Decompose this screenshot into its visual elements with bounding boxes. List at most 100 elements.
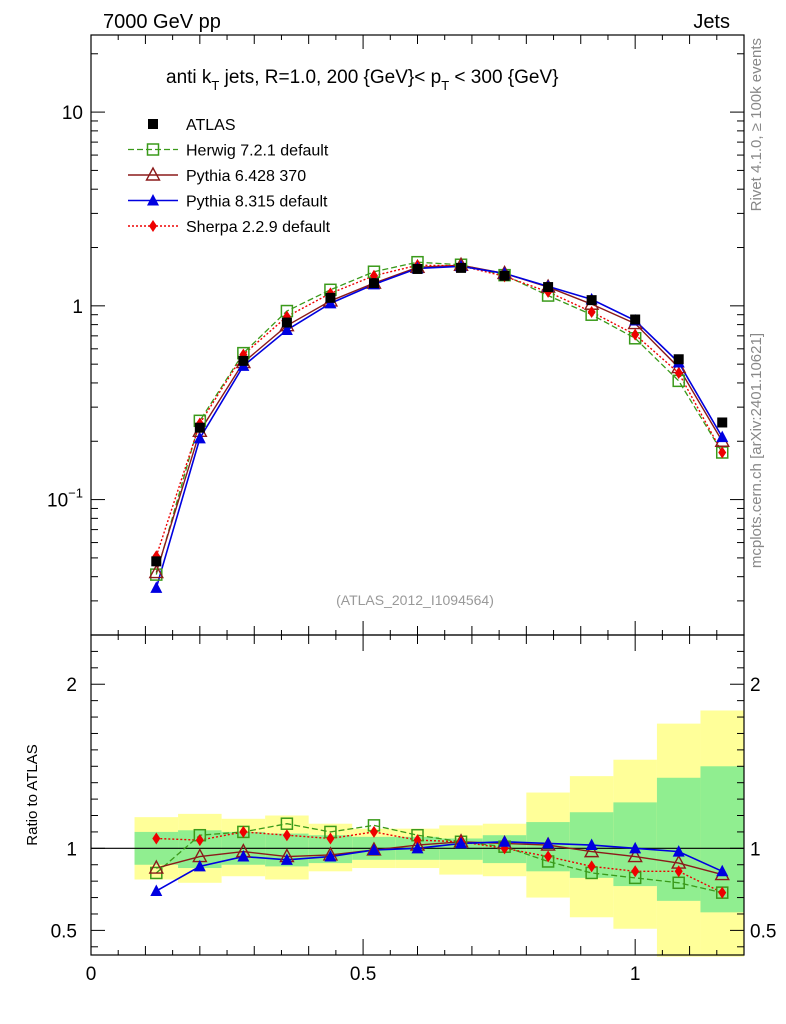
ratio-y-tick-label-right: 0.5 — [750, 921, 776, 942]
ratio-point-pythia8 — [280, 853, 293, 865]
main-point-data — [456, 262, 467, 273]
ratio-line-sherpa — [156, 831, 723, 894]
main-point-data — [673, 354, 684, 365]
legend-item-herwig: Herwig 7.2.1 default — [128, 143, 329, 160]
main-line-pythia8 — [155, 265, 723, 589]
ratio-point-sherpa — [587, 860, 596, 873]
legend-label-data: ATLAS — [186, 117, 236, 134]
ratio-point-sherpa — [152, 832, 161, 845]
ratio-x-tick-label: 0.5 — [350, 964, 376, 985]
main-point-data — [368, 278, 379, 289]
ratio-point-sherpa — [631, 865, 640, 878]
legend-label-pythia8: Pythia 8.315 default — [186, 194, 328, 211]
main-point-pythia8 — [280, 323, 293, 336]
ratio-point-pythia8 — [150, 884, 163, 896]
ratio-point-pythia8 — [411, 841, 424, 854]
legend-label-herwig: Herwig 7.2.1 default — [186, 143, 329, 160]
legend-label-sherpa: Sherpa 2.2.9 default — [186, 219, 331, 236]
ratio-ylabel: Ratio to ATLAS — [24, 744, 41, 845]
main-point-data — [238, 355, 249, 366]
ratio-x-tick-label: 1 — [630, 964, 641, 985]
ratio-line-pythia6 — [156, 841, 723, 876]
ratio-point-sherpa — [413, 834, 422, 847]
legend-marker-pythia6 — [145, 166, 161, 181]
mcplots-credit: mcplots.cern.ch [arXiv:2401.10621] — [748, 333, 765, 568]
ratio-series-group — [148, 817, 730, 899]
main-line-herwig — [155, 261, 723, 575]
main-point-sherpa — [631, 328, 640, 341]
legend-item-sherpa: Sherpa 2.2.9 default — [128, 219, 331, 236]
main-point-data — [543, 282, 554, 293]
main-point-pythia8 — [193, 431, 206, 444]
ratio-y-tick-label-right: 2 — [750, 675, 761, 696]
ratio-point-pythia6 — [627, 848, 643, 863]
ratio-point-pythia8 — [324, 850, 337, 862]
ratio-line-herwig — [155, 823, 723, 894]
main-point-data — [630, 314, 641, 325]
legend-item-pythia6: Pythia 6.428 370 — [128, 166, 306, 185]
main-point-pythia8 — [716, 430, 729, 443]
main-line-pythia6 — [155, 264, 723, 573]
ratio-point-pythia8 — [237, 850, 250, 862]
ratio-point-pythia6 — [148, 859, 164, 874]
ratio-point-sherpa — [544, 850, 553, 863]
main-point-data — [586, 295, 597, 306]
plot-title: anti kT jets, R=1.0, 200 {GeV}< pT < 300… — [166, 67, 559, 93]
ratio-point-pythia8 — [542, 836, 555, 849]
ratio-point-pythia8 — [585, 838, 598, 851]
ratio-point-sherpa — [195, 834, 204, 847]
legend-marker-pythia8 — [147, 194, 159, 206]
band-inner — [439, 838, 483, 860]
main-line-sherpa — [155, 264, 723, 557]
main-point-data — [717, 417, 728, 428]
main-y-tick-label: 1 — [72, 297, 83, 318]
main-point-pythia8 — [150, 581, 163, 593]
ratio-point-sherpa — [674, 865, 683, 878]
ratio-y-tick-label: 0.5 — [51, 921, 77, 942]
main-point-data — [194, 422, 205, 433]
legend-marker-sherpa — [149, 220, 157, 232]
ratio-point-pythia8 — [367, 843, 380, 855]
ratio-y-tick-label-right: 1 — [750, 839, 761, 860]
main-series-group — [148, 255, 730, 593]
legend-label-pythia6: Pythia 6.428 370 — [186, 168, 306, 185]
ratio-point-sherpa — [718, 886, 727, 899]
ratio-point-pythia8 — [629, 841, 642, 854]
ratio-frame — [90, 634, 745, 956]
main-point-data — [412, 263, 423, 274]
main-point-sherpa — [674, 367, 683, 380]
ratio-axis-ticks: 2 2 1 1 0.5 0.5 0 0.5 1 — [51, 634, 776, 985]
main-point-data — [151, 556, 162, 567]
legend-item-data: ATLAS — [148, 117, 236, 134]
legend-item-pythia8: Pythia 8.315 default — [128, 194, 328, 211]
main-point-data — [281, 317, 292, 328]
main-point-pythia6 — [148, 564, 164, 579]
ratio-point-sherpa — [369, 825, 378, 838]
legend: ATLAS Herwig 7.2.1 default Pythia 6.428 37… — [128, 117, 331, 236]
header-right: Jets — [693, 11, 730, 33]
main-point-data — [325, 292, 336, 303]
main-y-tick-label: 10−1 — [47, 486, 83, 512]
ratio-point-pythia8 — [672, 845, 685, 857]
ratio-point-sherpa — [239, 825, 248, 838]
ratio-point-sherpa — [326, 832, 335, 845]
band-inner — [656, 777, 701, 901]
rivet-version: Rivet 4.1.0, ≥ 100k events — [748, 38, 765, 211]
main-y-tick-label: 10 — [62, 103, 83, 124]
legend-marker-herwig — [146, 143, 160, 156]
header-left: 7000 GeV pp — [103, 11, 221, 33]
legend-marker-data — [148, 119, 158, 129]
main-point-sherpa — [587, 305, 596, 318]
ratio-y-tick-label: 1 — [66, 839, 77, 860]
main-point-data — [499, 270, 510, 281]
main-point-sherpa — [718, 446, 727, 459]
ratio-point-pythia8 — [455, 836, 468, 849]
analysis-id: (ATLAS_2012_I1094564) — [336, 592, 494, 608]
ratio-y-tick-label: 2 — [66, 675, 77, 696]
ratio-point-sherpa — [282, 829, 291, 842]
ratio-point-pythia8 — [716, 864, 729, 877]
ratio-point-pythia8 — [193, 859, 206, 872]
ratio-point-pythia8 — [498, 835, 511, 847]
ratio-x-tick-label: 0 — [86, 964, 97, 985]
